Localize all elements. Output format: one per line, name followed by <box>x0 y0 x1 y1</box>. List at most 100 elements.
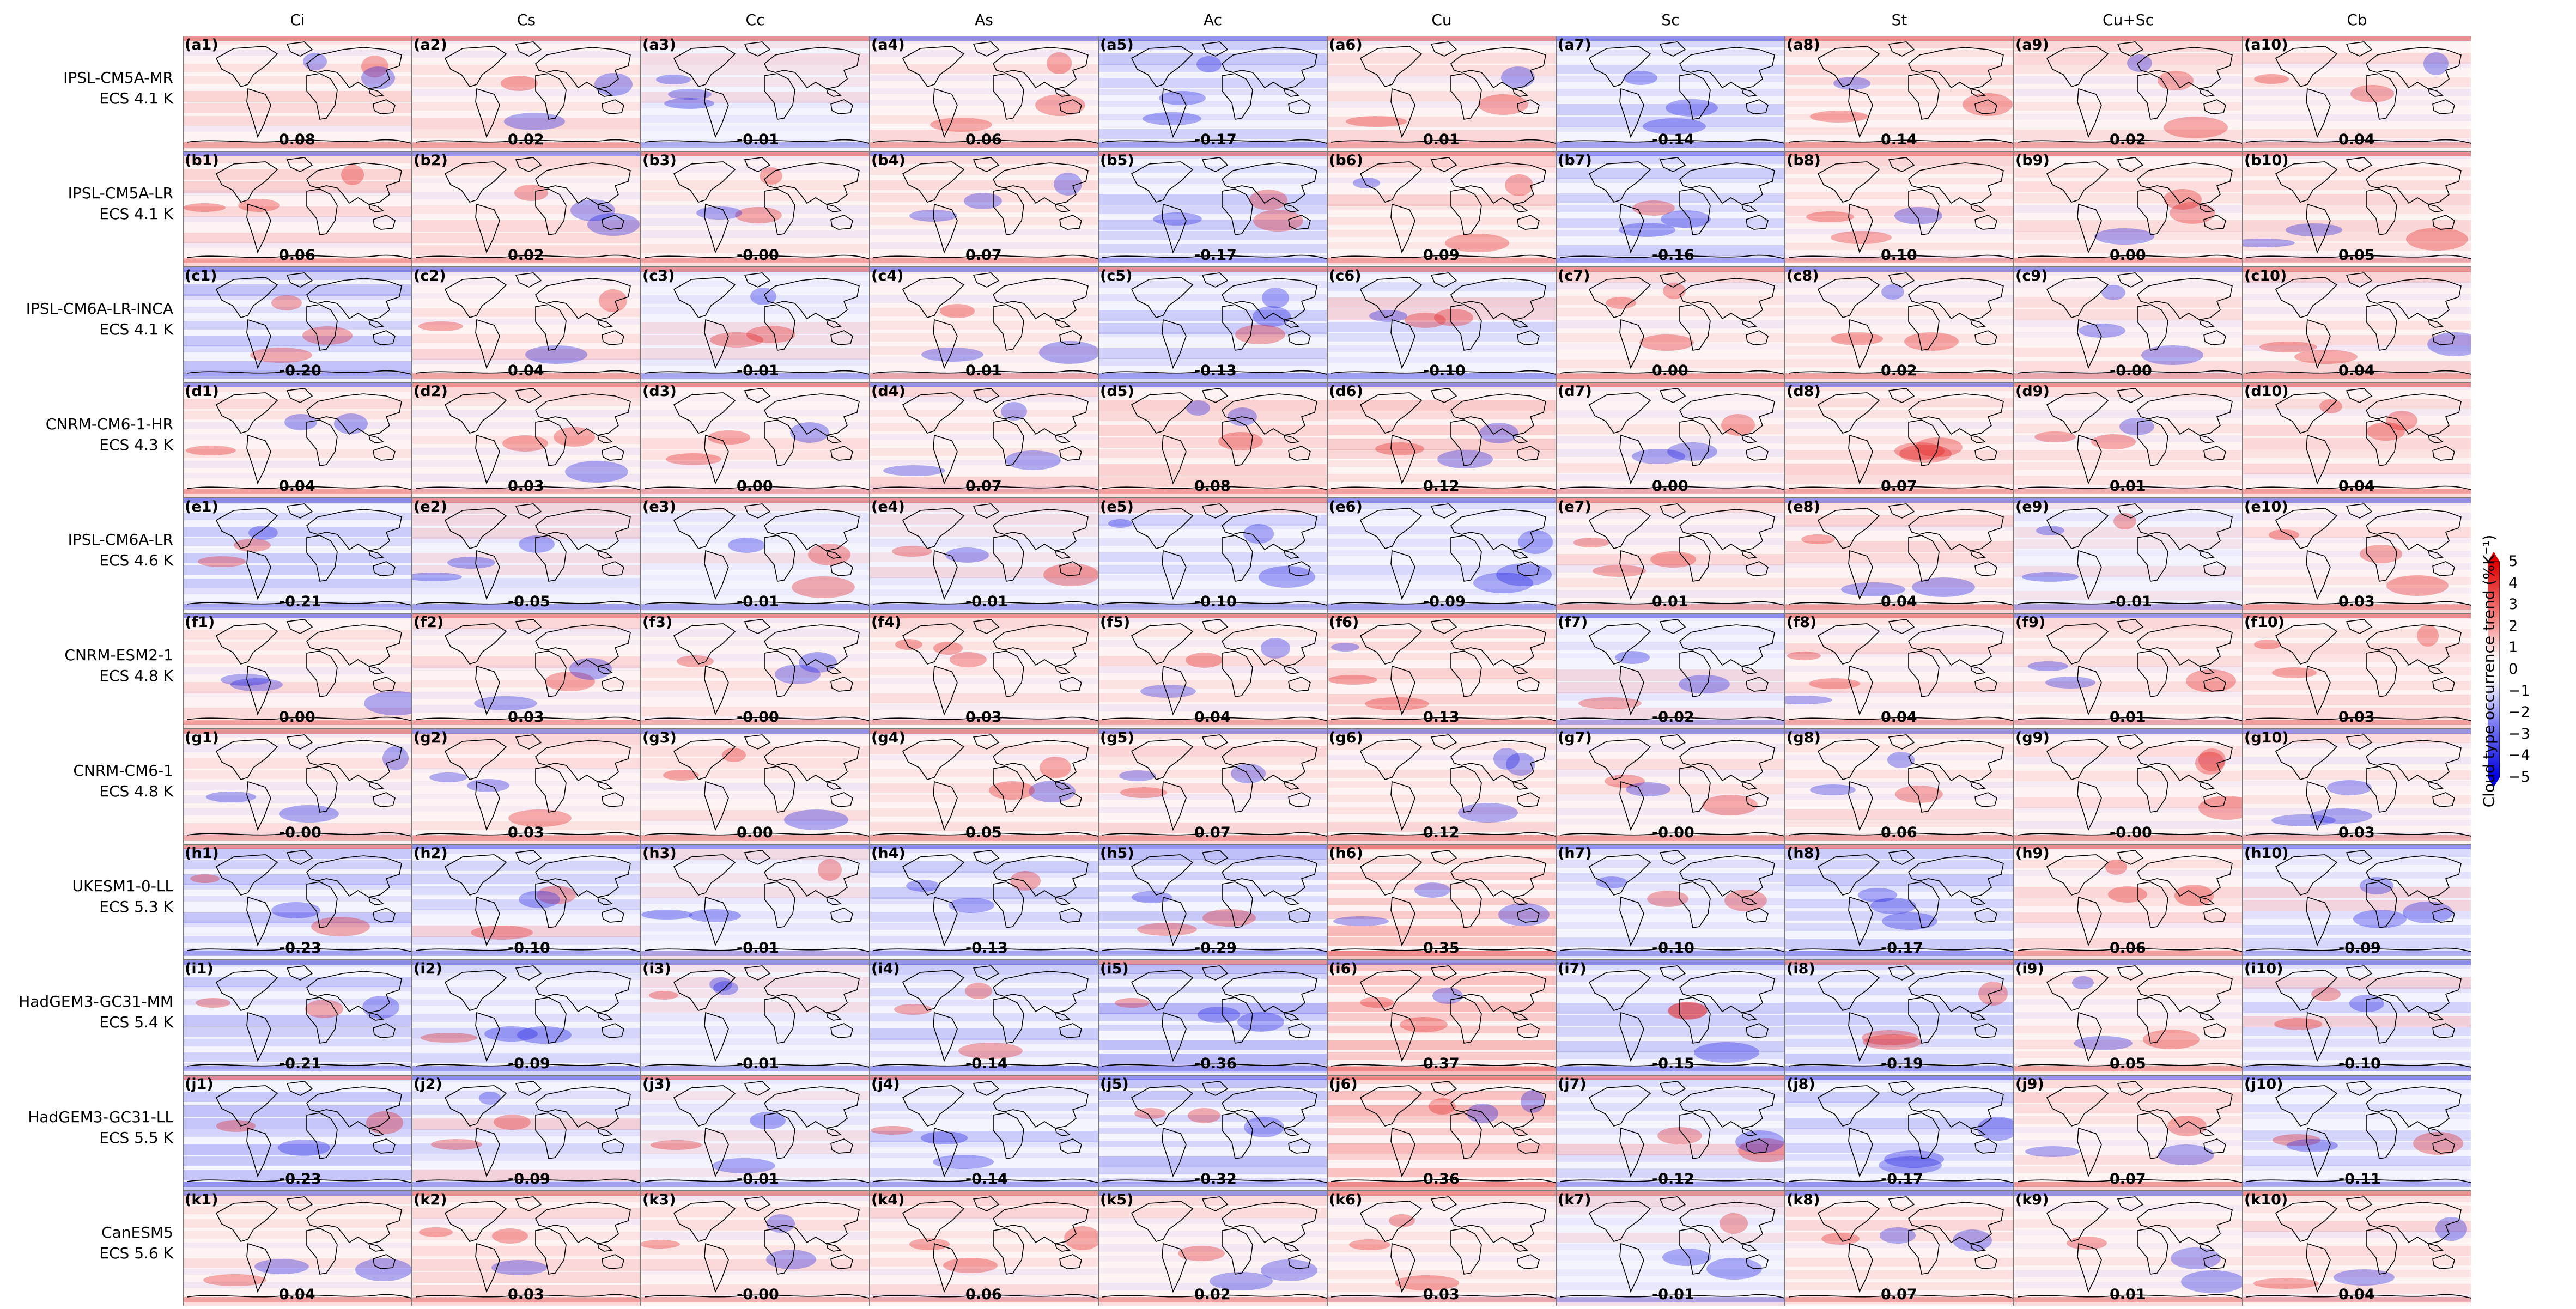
shading-band <box>1785 1243 2013 1248</box>
coastline <box>602 677 624 692</box>
shading-blob <box>361 56 388 77</box>
coastline <box>1970 781 1986 790</box>
coastline <box>602 561 624 576</box>
shading-band <box>870 988 1098 996</box>
trend-map <box>184 845 411 959</box>
shading-band <box>1099 310 1327 321</box>
panel-tag: (i8) <box>1787 960 1815 977</box>
coastline <box>597 781 613 790</box>
shading-band <box>2014 269 2242 276</box>
shading-band <box>1328 911 1556 919</box>
panel-tag: (k9) <box>2015 1191 2049 1208</box>
shading-band <box>2014 821 2242 829</box>
shading-band <box>1557 152 1784 156</box>
panel-tag: (k1) <box>185 1191 218 1208</box>
shading-band <box>184 823 411 835</box>
shading-band <box>184 845 411 849</box>
coastline <box>1517 99 1540 114</box>
coastline <box>373 908 396 923</box>
coastline <box>1201 157 1229 172</box>
coastline <box>2246 139 2471 144</box>
shading-band <box>1557 410 1784 418</box>
coastline <box>992 278 1089 320</box>
coastline <box>1679 624 1775 667</box>
map-panel: (e5) -0.10 <box>1098 498 1327 613</box>
panel-tag: (a7) <box>1558 36 1591 53</box>
shading-band <box>184 1297 411 1302</box>
coastline <box>2346 157 2373 172</box>
shading-blob <box>1178 1246 1225 1261</box>
panel-mean-value: 0.01 <box>2110 478 2146 495</box>
shading-blob <box>2272 667 2317 678</box>
shading-band <box>184 1156 411 1166</box>
coastline <box>1512 1012 1528 1021</box>
shading-band <box>184 896 411 902</box>
shading-band <box>1557 245 1784 256</box>
shading-band <box>1328 1052 1556 1060</box>
shading-band <box>641 1077 869 1084</box>
coastline <box>1559 139 1784 144</box>
coastline <box>1450 47 1546 89</box>
shading-band <box>1099 1191 1327 1196</box>
shading-band <box>641 101 869 108</box>
shading-blob <box>230 678 283 691</box>
shading-band <box>2014 181 2242 192</box>
coastline <box>1450 1086 1546 1129</box>
shading-blob <box>341 165 364 185</box>
coastline <box>763 278 860 320</box>
coastline <box>1059 908 1082 923</box>
coastline <box>2275 392 2338 434</box>
coastline <box>644 832 869 837</box>
shading-band <box>641 691 870 697</box>
panel-tag: (f7) <box>1558 614 1588 631</box>
shading-band <box>1099 524 1327 529</box>
shading-band <box>641 1153 870 1159</box>
trend-map <box>2243 498 2471 613</box>
coastline <box>2077 665 2102 716</box>
coastline <box>415 370 640 375</box>
shading-blob <box>709 977 732 991</box>
trend-map <box>2243 845 2471 959</box>
coastline <box>830 677 853 692</box>
shading-blob <box>1887 752 1915 768</box>
shading-blob <box>1806 211 1854 222</box>
shading-band <box>184 336 411 346</box>
shading-blob <box>2164 189 2202 210</box>
shading-blob <box>1912 577 1975 597</box>
coastline <box>1788 485 2013 490</box>
shading-band <box>412 845 640 849</box>
coastline <box>704 1243 729 1293</box>
shading-blob <box>1259 566 1315 588</box>
shading-band <box>412 604 640 613</box>
shading-band <box>184 848 411 859</box>
shading-band <box>2243 271 2471 283</box>
shading-band <box>412 909 640 914</box>
coastline <box>1059 1254 1082 1269</box>
shading-band <box>1328 960 1556 965</box>
shading-band <box>184 729 411 734</box>
shading-band <box>870 1114 1098 1119</box>
coastline <box>306 881 338 928</box>
shading-band <box>870 1141 1098 1147</box>
coastline <box>673 623 736 665</box>
shading-band <box>1557 720 1784 728</box>
shading-band <box>184 154 411 163</box>
coastline <box>215 1201 278 1242</box>
shading-band <box>412 205 640 214</box>
shading-band <box>1785 860 2013 869</box>
shading-band <box>2243 1270 2471 1277</box>
shading-band <box>412 422 640 429</box>
shading-band <box>1099 601 1327 607</box>
panel-mean-value: -0.36 <box>1194 1055 1237 1072</box>
coastline <box>2017 485 2242 490</box>
coastline <box>1430 272 1457 288</box>
panel-tag: (b3) <box>642 152 677 169</box>
panel-tag: (h6) <box>1329 845 1363 862</box>
colorbar-tick: 4 <box>2508 574 2518 592</box>
coastline <box>1679 393 1775 436</box>
shading-blob <box>921 1131 968 1144</box>
coastline <box>246 896 271 947</box>
shading-blob <box>508 809 572 827</box>
shading-band <box>870 603 1098 612</box>
shading-band <box>641 963 869 972</box>
